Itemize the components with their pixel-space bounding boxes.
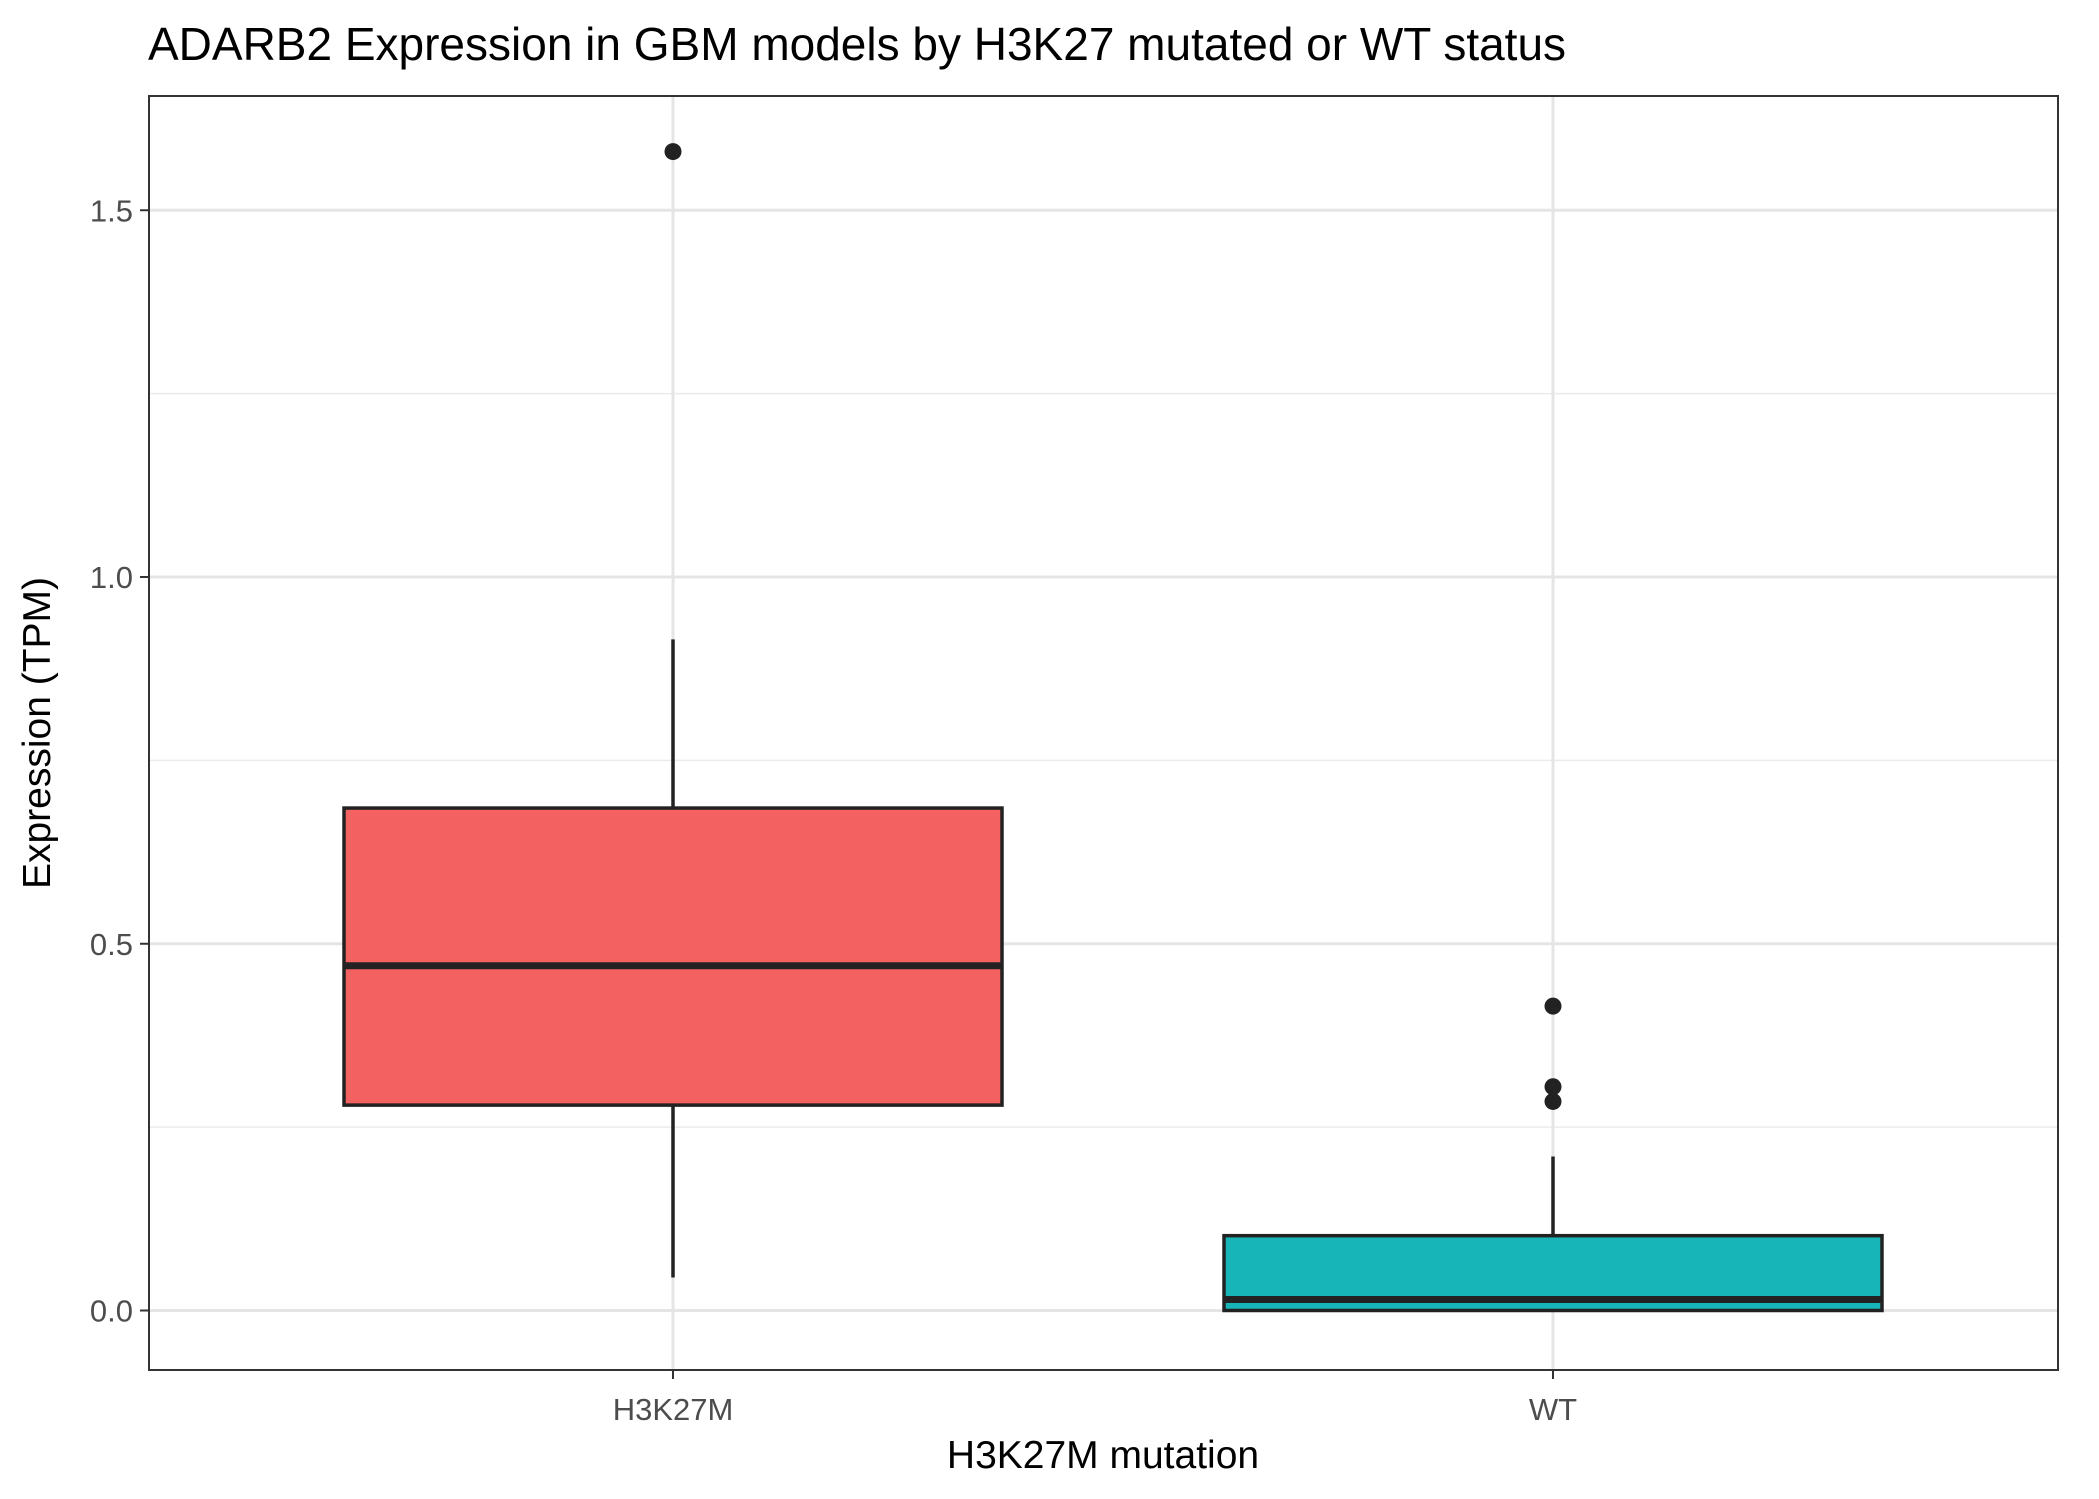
y-axis-title: Expression (TPM) [16,577,59,889]
outlier-point [1544,1078,1562,1096]
box-h3k27m [342,143,1004,1278]
y-tick-label: 1.5 [90,193,133,228]
y-tick-label: 1.0 [90,560,133,595]
outlier-point [1544,1092,1562,1110]
x-axis-title: H3K27M mutation [947,1434,1259,1477]
axes: 0.0 0.5 1.0 1.5 H3K27M WT [90,193,1577,1427]
boxplots [342,143,1884,1313]
chart-title: ADARB2 Expression in GBM models by H3K27… [148,18,1566,70]
box-iqr [342,806,1004,1107]
outlier-point [1544,997,1562,1015]
panel-border [148,95,2059,1371]
box-wt [1222,997,1884,1313]
grid [149,96,2058,1370]
y-tick-label: 0.0 [90,1294,133,1329]
x-tick-label: WT [1529,1392,1577,1427]
outlier-point [664,143,682,161]
x-tick-label: H3K27M [613,1392,734,1427]
y-tick-label: 0.5 [90,927,133,962]
